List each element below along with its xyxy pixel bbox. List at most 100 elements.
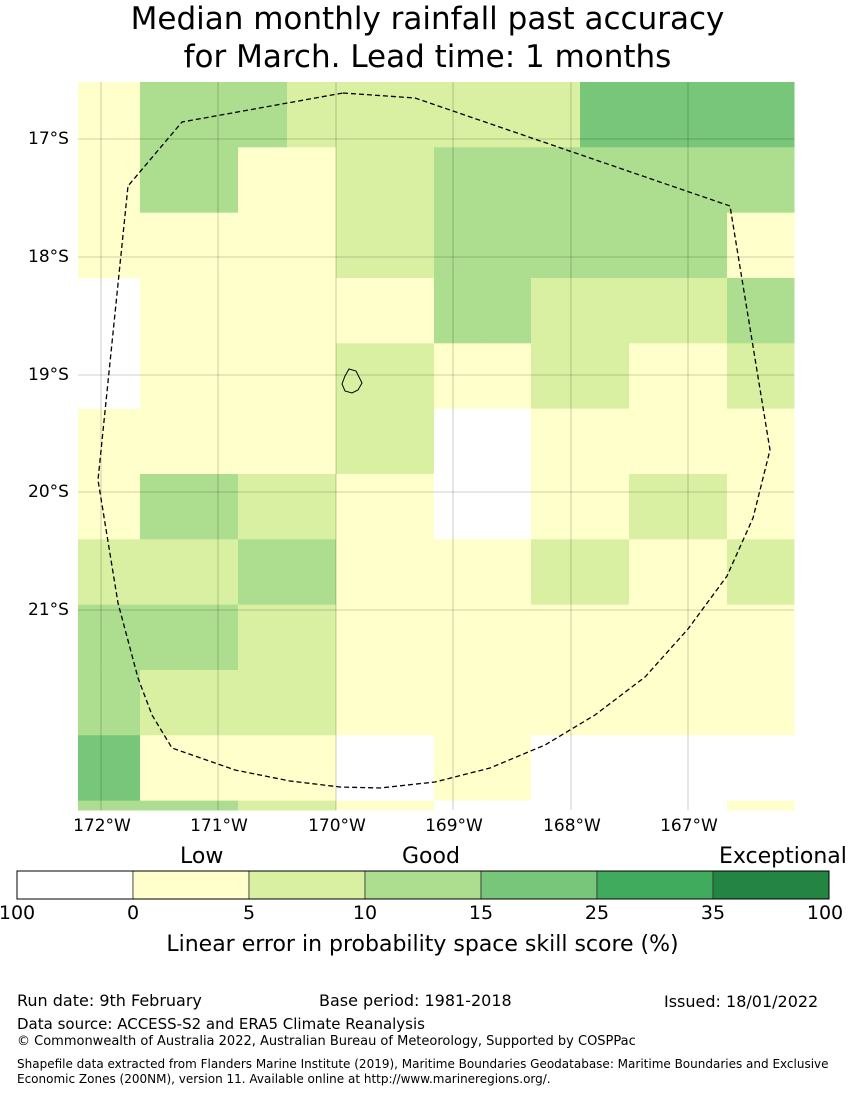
skill-cell — [336, 277, 386, 344]
title-line-2: for March. Lead time: 1 months — [183, 39, 672, 75]
colorbar-segment — [712, 870, 830, 900]
skill-cell — [238, 539, 288, 606]
skill-cell — [727, 604, 761, 671]
skill-cell — [727, 82, 761, 148]
skill-cell — [238, 408, 288, 475]
skill-cell — [760, 604, 795, 671]
skill-cell — [483, 473, 532, 540]
skill-cell — [385, 669, 435, 736]
lat-label-21s: 21°S — [28, 600, 69, 620]
skill-cell — [336, 212, 386, 279]
skill-cell — [189, 735, 239, 802]
skill-cell — [434, 604, 484, 671]
skill-cell — [434, 800, 484, 811]
lat-label-18s: 18°S — [28, 247, 69, 267]
skill-cell — [580, 408, 630, 475]
skill-cell — [385, 343, 435, 410]
colorbar-segment — [248, 870, 366, 900]
skill-cell — [483, 669, 532, 736]
skill-cell — [287, 277, 337, 344]
skill-cell — [287, 473, 337, 540]
skill-cell — [727, 408, 761, 475]
skill-cell — [760, 539, 795, 606]
skill-cell — [580, 473, 630, 540]
skill-cell — [483, 604, 532, 671]
shapefile-note: Shapefile data extracted from Flanders M… — [17, 1057, 829, 1086]
skill-cell — [140, 473, 190, 540]
skill-cell — [78, 343, 141, 410]
skill-cell — [580, 343, 630, 410]
lon-label-169w: 169°W — [425, 816, 483, 836]
lat-label-19s: 19°S — [28, 365, 69, 385]
skill-cell — [140, 212, 190, 279]
skill-cell — [760, 277, 795, 344]
skill-cell — [678, 473, 728, 540]
skill-cell — [483, 408, 532, 475]
skill-cell — [78, 669, 141, 736]
skill-cell — [336, 604, 386, 671]
skill-cell — [760, 669, 795, 736]
skill-cell — [678, 212, 728, 279]
skill-cell — [287, 539, 337, 606]
lon-label-167w: 167°W — [660, 816, 718, 836]
skill-cell — [434, 473, 484, 540]
colorbar-segment — [364, 870, 482, 900]
skill-cell — [434, 147, 484, 214]
skill-cell — [727, 669, 761, 736]
skill-cell — [336, 408, 386, 475]
skill-cell — [189, 343, 239, 410]
skill-cell — [483, 539, 532, 606]
skill-cell — [287, 212, 337, 279]
skill-cell — [531, 147, 581, 214]
skill-cell — [287, 800, 337, 811]
skill-cell — [727, 343, 761, 410]
skill-cell — [531, 735, 581, 802]
skill-cell — [140, 800, 190, 811]
skill-cell — [336, 473, 386, 540]
skill-cell — [238, 147, 288, 214]
skill-cell — [760, 147, 795, 214]
skill-cell — [434, 82, 484, 148]
skill-cell — [336, 147, 386, 214]
skill-cell — [434, 669, 484, 736]
skill-cell — [434, 343, 484, 410]
skill-cell — [760, 343, 795, 410]
skill-cell — [336, 343, 386, 410]
skill-cell — [78, 277, 141, 344]
skill-cell — [483, 147, 532, 214]
skill-cell — [727, 735, 761, 802]
colorbar-tick: 25 — [584, 902, 610, 924]
skill-cell — [678, 343, 728, 410]
skill-cell — [531, 408, 581, 475]
skill-cell — [140, 147, 190, 214]
skill-cell — [678, 735, 728, 802]
lon-label-171w: 171°W — [190, 816, 248, 836]
skill-cell — [483, 277, 532, 344]
skill-cell — [287, 669, 337, 736]
skill-cell — [531, 212, 581, 279]
data-source: Data source: ACCESS-S2 and ERA5 Climate … — [17, 1015, 425, 1033]
skill-cell — [238, 82, 288, 148]
skill-cell — [580, 735, 630, 802]
colorbar-segment — [480, 870, 598, 900]
lat-label-20s: 20°S — [28, 482, 69, 502]
skill-cell — [189, 82, 239, 148]
copyright: © Commonwealth of Australia 2022, Austra… — [17, 1034, 636, 1049]
skill-cell — [727, 539, 761, 606]
skill-cell — [238, 343, 288, 410]
skill-cell — [385, 735, 435, 802]
skill-cell — [727, 473, 761, 540]
skill-cell — [140, 669, 190, 736]
skill-cell — [140, 277, 190, 344]
lat-label-17s: 17°S — [28, 129, 69, 149]
skill-cell — [629, 669, 679, 736]
skill-cell — [483, 82, 532, 148]
skill-cell — [336, 735, 386, 802]
skill-cell — [238, 277, 288, 344]
skill-cell — [385, 147, 435, 214]
skill-cell — [287, 343, 337, 410]
skill-grid — [78, 82, 795, 811]
skill-cell — [78, 212, 141, 279]
skill-cell — [189, 277, 239, 344]
skill-cell — [238, 212, 288, 279]
